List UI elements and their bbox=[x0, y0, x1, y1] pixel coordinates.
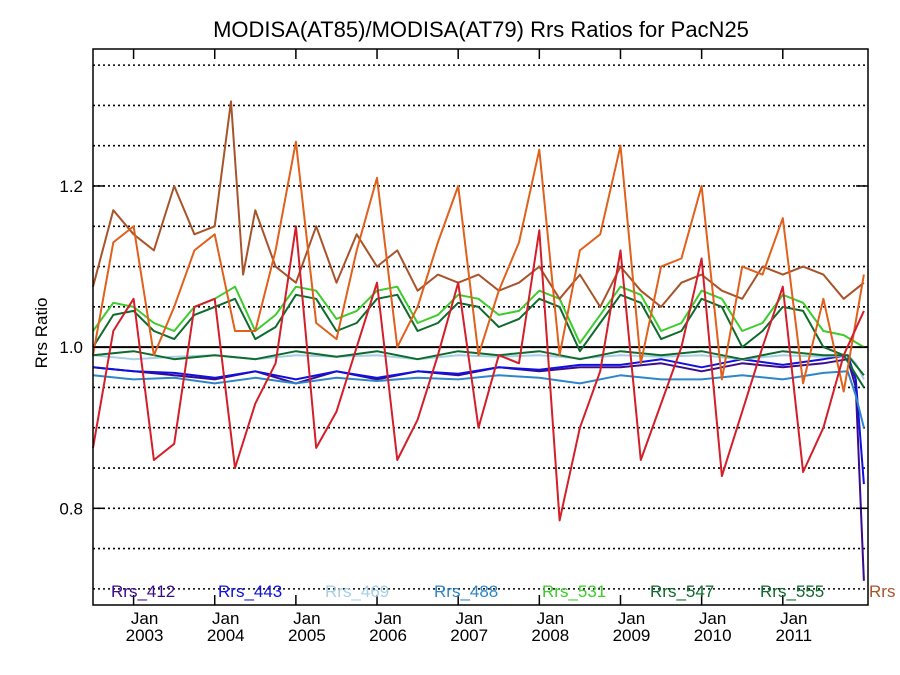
legend-entry-rrs_488: Rrs_488 bbox=[434, 582, 498, 601]
x-tick-label-month: Jan bbox=[699, 609, 726, 628]
y-tick-label: 1.0 bbox=[59, 338, 83, 357]
x-tick-label-year: 2007 bbox=[450, 626, 488, 645]
x-tick-label-year: 2006 bbox=[369, 626, 407, 645]
x-tick-label-month: Jan bbox=[537, 609, 564, 628]
series-line-unlabeled-8 bbox=[92, 140, 865, 393]
x-tick-label-month: Jan bbox=[131, 609, 158, 628]
x-tick-label-year: 2008 bbox=[531, 626, 569, 645]
legend-entry-rrs: Rrs bbox=[869, 582, 895, 601]
y-axis: 0.8 1.0 1.2 bbox=[59, 177, 868, 518]
y-tick-label: 0.8 bbox=[59, 499, 83, 518]
series-line-rrs_531 bbox=[92, 285, 865, 348]
x-tick-label-month: Jan bbox=[455, 609, 482, 628]
plot-frame bbox=[92, 48, 869, 606]
y-axis-label: Rrs Ratio bbox=[32, 298, 51, 369]
legend-entry-rrs_443: Rrs_443 bbox=[218, 582, 282, 601]
legend-entry-rrs_412: Rrs_412 bbox=[111, 582, 175, 601]
legend-entry-rrs_547: Rrs_547 bbox=[650, 582, 714, 601]
x-tick-label-month: Jan bbox=[212, 609, 239, 628]
series-line-rrs bbox=[92, 100, 865, 308]
series-line-rrs_443 bbox=[92, 354, 865, 485]
series-line-unlabeled-9 bbox=[92, 225, 865, 522]
series-lines bbox=[92, 100, 865, 581]
x-tick-label-year: 2005 bbox=[288, 626, 326, 645]
x-tick-label-month: Jan bbox=[293, 609, 320, 628]
legend-entry-rrs_531: Rrs_531 bbox=[542, 582, 606, 601]
grid-lines bbox=[93, 64, 868, 590]
legend-entry-rrs_555: Rrs_555 bbox=[760, 582, 824, 601]
x-tick-label-year: 2004 bbox=[207, 626, 245, 645]
x-tick-label-year: 2009 bbox=[613, 626, 651, 645]
x-axis: Jan2003Jan2004Jan2005Jan2006Jan2007Jan20… bbox=[126, 49, 812, 645]
legend-entry-rrs_469: Rrs_469 bbox=[325, 582, 389, 601]
x-tick-label-month: Jan bbox=[618, 609, 645, 628]
x-tick-label-month: Jan bbox=[780, 609, 807, 628]
y-tick-label: 1.2 bbox=[59, 177, 83, 196]
x-tick-label-month: Jan bbox=[374, 609, 401, 628]
x-tick-label-year: 2003 bbox=[126, 626, 164, 645]
legend: Rrs_412 Rrs_443 Rrs_469 Rrs_488 Rrs_531 Rrs_5… bbox=[111, 582, 895, 601]
x-tick-label-year: 2010 bbox=[694, 626, 732, 645]
chart-title: MODISA(AT85)/MODISA(AT79) Rrs Ratios for… bbox=[213, 17, 749, 42]
series-line-rrs_547 bbox=[92, 293, 865, 388]
x-tick-label-year: 2011 bbox=[776, 626, 813, 645]
